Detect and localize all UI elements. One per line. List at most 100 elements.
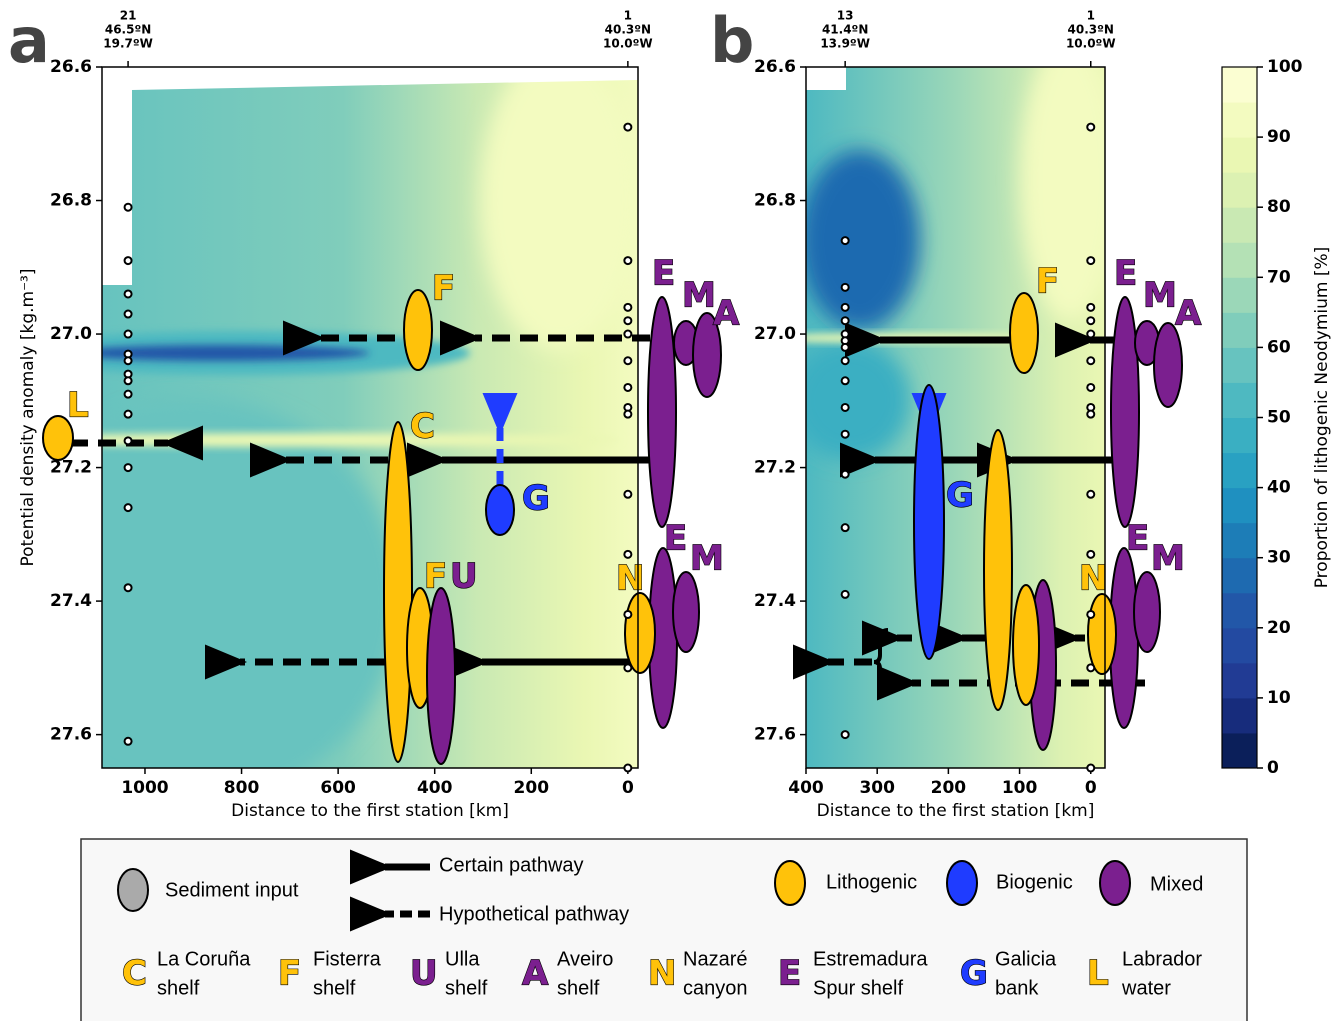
x-tick-label: 600 <box>320 778 356 798</box>
sample-point <box>840 302 850 312</box>
station-label: 13 <box>837 9 854 23</box>
colorbar-tick-label: 90 <box>1267 127 1291 147</box>
x-tick-label: 1000 <box>121 778 168 798</box>
sample-point <box>623 489 633 499</box>
sample-point <box>123 463 133 473</box>
annotation: G <box>946 476 974 516</box>
sample-point <box>123 736 133 746</box>
annotation: E <box>1126 519 1149 559</box>
legend-letter: L <box>1087 954 1109 994</box>
legend-source-name: Estremadura <box>813 948 928 970</box>
contour-field <box>806 67 1105 768</box>
sample-point <box>623 256 633 266</box>
legend-label: Biogenic <box>996 871 1073 893</box>
annotation: M <box>1151 539 1185 579</box>
annotation: M <box>690 539 724 579</box>
legend-source-name: bank <box>995 977 1039 999</box>
legend-source-name: shelf <box>313 977 356 999</box>
sample-point <box>1086 329 1096 339</box>
legend-label: Lithogenic <box>826 871 917 893</box>
sample-point <box>623 409 633 419</box>
annotation: N <box>616 559 644 599</box>
y-tick-label: 27.4 <box>754 591 796 611</box>
legend-source-name: canyon <box>683 977 748 999</box>
annotation: A <box>1175 294 1202 334</box>
legend-letter: N <box>648 954 676 994</box>
colorbar-segment <box>1222 137 1257 173</box>
x-tick-label: 400 <box>417 778 453 798</box>
colorbar-segment <box>1222 347 1257 383</box>
station-label: 41.4ºN <box>822 23 868 37</box>
legend-source-name: Galicia <box>995 948 1057 970</box>
sample-point <box>123 503 133 513</box>
sample-point <box>123 256 133 266</box>
sample-point <box>623 356 633 366</box>
y-tick-label: 27.2 <box>50 458 92 478</box>
sample-point <box>1086 489 1096 499</box>
sample-point <box>1086 356 1096 366</box>
colorbar-segment <box>1222 732 1257 769</box>
sample-point <box>840 429 850 439</box>
legend-letter: G <box>960 954 988 994</box>
station-label: 19.7ºW <box>103 37 153 51</box>
sample-point <box>840 402 850 412</box>
sample-point <box>1086 549 1096 559</box>
annotation: A <box>713 294 740 334</box>
sample-point <box>1086 256 1096 266</box>
sample-point <box>840 523 850 533</box>
legend-source-name: Fisterra <box>313 948 382 970</box>
sample-point <box>1086 663 1096 673</box>
x-tick-label: 200 <box>931 778 967 798</box>
x-tick-label: 300 <box>859 778 895 798</box>
annotation: G <box>522 479 550 519</box>
annotation: E <box>664 519 687 559</box>
colorbar-tick-label: 10 <box>1267 688 1291 708</box>
sample-point <box>623 549 633 559</box>
colorbar-tick-label: 70 <box>1267 267 1291 287</box>
sample-point <box>840 282 850 292</box>
x-tick-label: 400 <box>788 778 824 798</box>
sample-point <box>123 202 133 212</box>
y-tick-label: 26.8 <box>754 191 796 211</box>
colorbar-segment <box>1222 417 1257 454</box>
annotation: M <box>1143 276 1177 316</box>
colorbar-segment <box>1222 662 1257 699</box>
colorbar-segment <box>1222 102 1257 138</box>
sample-point <box>623 663 633 673</box>
station-label: 21 <box>120 9 137 23</box>
sample-point <box>1086 122 1096 132</box>
sample-point <box>840 376 850 386</box>
colorbar-tick-label: 60 <box>1267 337 1291 357</box>
y-tick-label: 26.8 <box>50 191 92 211</box>
colorbar-segment <box>1222 67 1257 103</box>
sample-point <box>1086 409 1096 419</box>
colorbar-segment <box>1222 487 1257 524</box>
colorbar-segment <box>1222 277 1257 313</box>
legend-source-name: water <box>1121 977 1171 999</box>
sample-point <box>123 389 133 399</box>
sample-point <box>623 316 633 326</box>
annotation: C <box>410 407 435 447</box>
colorbar-segment <box>1222 452 1257 489</box>
colorbar-title: Proportion of lithogenic Neodymium [%] <box>1312 247 1332 589</box>
colorbar-segment <box>1222 522 1257 559</box>
y-tick-label: 27.0 <box>50 324 92 344</box>
sample-point <box>840 316 850 326</box>
y-tick-label: 27.6 <box>754 725 796 745</box>
colorbar-segment <box>1222 697 1257 734</box>
annotation: F <box>1036 262 1059 302</box>
legend-label: Hypothetical pathway <box>439 903 629 925</box>
legend-source-name: La Coruña <box>157 948 251 970</box>
colorbar-segment <box>1222 592 1257 629</box>
legend-source-name: Ulla <box>445 948 480 970</box>
legend-letter: A <box>522 954 549 994</box>
colorbar-segment <box>1222 312 1257 348</box>
legend-source-name: Labrador <box>1122 948 1202 970</box>
colorbar-tick-label: 40 <box>1267 478 1291 498</box>
sample-point <box>623 382 633 392</box>
station-label: 40.3ºN <box>1068 23 1114 37</box>
sample-point <box>623 122 633 132</box>
y-tick-label: 27.2 <box>754 458 796 478</box>
annotation: F <box>432 269 455 309</box>
